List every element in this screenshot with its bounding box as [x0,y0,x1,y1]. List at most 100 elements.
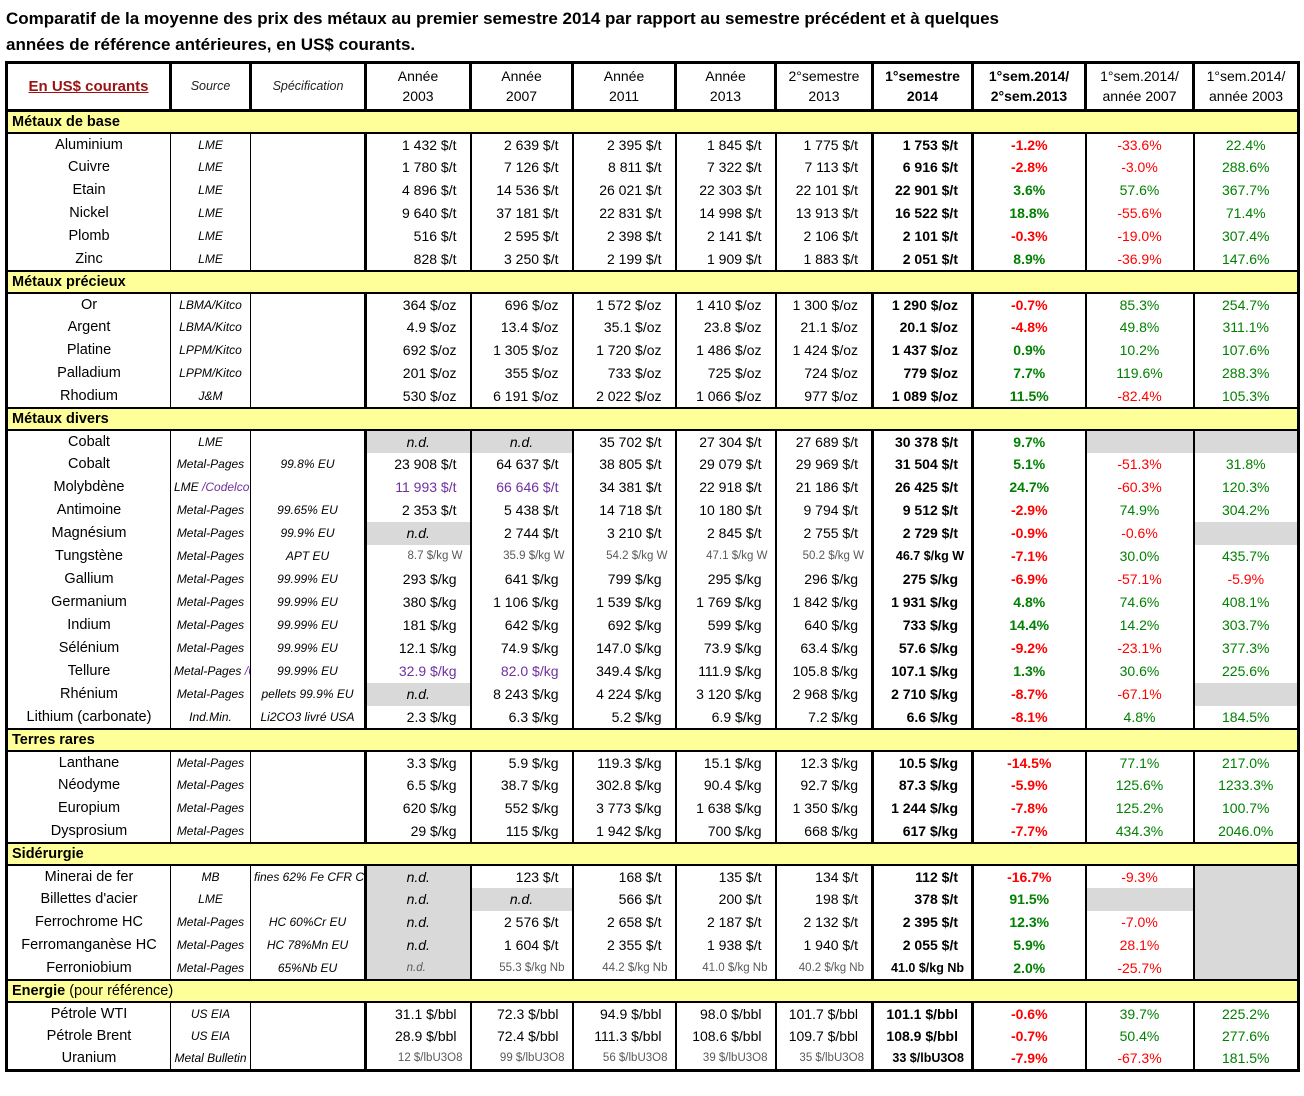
table-cell: 168 $/t [572,864,677,888]
table-cell: n.d. [365,910,472,934]
table-cell: Metal-Pages [170,819,251,843]
title-line-2: années de référence antérieures, en US$ … [6,34,416,54]
table-cell: 9 794 $/t [775,498,874,522]
table-cell [250,224,367,248]
table-cell: 1 883 $/t [775,247,874,271]
table-cell: 2 199 $/t [572,247,677,271]
table-cell: Zinc [6,247,171,271]
table-cell: Metal-Pages [170,910,251,934]
table-row: Antimoine Metal-Pages 99.65% EU 2 353 $/t 5 … [6,498,1299,522]
table-cell: Magnésium [6,521,171,545]
table-cell: 12.3 $/kg [775,750,874,774]
table-row: Lithium (carbonate) Ind.Min. Li2CO3 livré … [6,705,1299,729]
table-cell: 12.1 $/kg [365,636,472,660]
table-row: Or LBMA/Kitco 364 $/oz 696 $/oz 1 572 $/oz 1 … [6,292,1299,316]
table-cell: 2 022 $/oz [572,384,677,408]
table-cell: 2 398 $/t [572,224,677,248]
table-cell [1193,956,1299,980]
table-cell: 1 931 $/kg [872,590,974,614]
table-cell: 307.4% [1222,228,1270,244]
table-cell: Pétrole WTI [6,1001,171,1025]
table-cell: -5.9% [1227,571,1265,587]
table-row: Aluminium LME 1 432 $/t 2 639 $/t 2 395 $/t 1… [6,132,1299,156]
table-cell: 13.4 $/oz [470,315,574,339]
table-cell: 668 $/kg [775,819,874,843]
table-row: Néodyme Metal-Pages 6.5 $/kg 38.7 $/kg 302.8… [6,773,1299,797]
column-header-s1-2014: 1°semestre 2014 [871,61,974,112]
table-cell: 1 432 $/t [365,132,472,156]
table-cell: 14.2% [1085,613,1195,637]
table-cell: 120.3% [1222,479,1270,495]
table-cell: LBMA/Kitco [170,292,251,316]
table-cell: 733 $/kg [872,613,974,637]
table-cell: Platine [6,338,171,362]
table-cell: -33.6% [1085,132,1195,156]
table-cell: 6.9 $/kg [675,705,777,729]
table-cell: 1 410 $/oz [675,292,777,316]
table-cell: 22 101 $/t [775,178,874,202]
table-row: Cobalt Metal-Pages 99.8% EU 23 908 $/t 64 63… [6,452,1299,476]
table-cell: -0.7% [972,1024,1087,1048]
table-cell [250,1024,367,1048]
table-cell [250,361,367,385]
table-cell: 107.6% [1222,342,1270,358]
column-header-specification: Spécification [249,61,367,112]
table-cell: -60.3% [1085,475,1195,499]
table-cell [250,201,367,225]
table-cell: 2 729 $/t [872,521,974,545]
table-cell: 530 $/oz [365,384,472,408]
table-cell: 7 126 $/t [470,155,574,179]
table-cell: 1 720 $/oz [572,338,677,362]
table-cell: 1 350 $/kg [775,796,874,820]
table-cell: 181.5% [1222,1050,1270,1067]
section-label: Terres rares [6,727,1299,752]
table-cell: 225.6% [1222,663,1270,679]
table-row: Pétrole WTI US EIA 31.1 $/bbl 72.3 $/bbl 94.… [6,1001,1299,1025]
table-cell: 8.9% [972,247,1087,271]
table-cell: -9.3% [1085,864,1195,888]
table-cell: 6.3 $/kg [470,705,574,729]
table-cell: HC 60%Cr EU [250,910,367,934]
table-cell: 57.6 $/kg [872,636,974,660]
table-cell [250,178,367,202]
table-cell: 22.4% [1225,136,1266,153]
table-row: Platine LPPM/Kitco 692 $/oz 1 305 $/oz 1 720… [6,338,1299,362]
table-cell: 32.9 $/kg [365,659,472,683]
table-cell: 2 968 $/kg [775,682,874,706]
table-cell: Néodyme [6,773,171,797]
table-cell: 8.7 $/kg W [365,544,472,568]
table-cell: 29 969 $/t [775,452,874,476]
table-cell: 198 $/t [775,887,874,911]
page-title: Comparatif de la moyenne des prix des mé… [0,0,1304,61]
table-row: Nickel LME 9 640 $/t 37 181 $/t 22 831 $/t 14… [6,201,1299,225]
table-cell: 380 $/kg [365,590,472,614]
table-cell: 24.7% [972,475,1087,499]
table-cell: 640 $/kg [775,613,874,637]
table-cell: LME /Codelco [170,475,251,499]
table-cell: 12.3% [972,910,1087,934]
table-cell: 799 $/kg [572,567,677,591]
table-cell [1193,429,1299,453]
table-cell: 828 $/t [365,247,472,271]
table-cell: -55.6% [1085,201,1195,225]
table-cell: -51.3% [1085,452,1195,476]
table-cell: n.d. [365,682,472,706]
table-cell: 134 $/t [775,864,874,888]
table-cell: 0.9% [972,338,1087,362]
table-cell [1193,864,1299,888]
table-cell: Europium [6,796,171,820]
table-cell: 6 191 $/oz [470,384,574,408]
table-cell: -57.1% [1085,567,1195,591]
table-cell: 435.7% [1222,548,1270,564]
table-cell: 55.3 $/kg Nb [470,956,574,980]
table-cell: 66 646 $/t [470,475,574,499]
table-cell: 2 355 $/t [572,933,677,957]
table-cell: 724 $/oz [775,361,874,385]
table-cell: 311.1% [1222,319,1269,335]
column-header-currency: En US$ courants [5,61,172,112]
table-cell: 2 101 $/t [872,224,974,248]
table-cell: 94.9 $/bbl [572,1001,677,1025]
table-cell: -6.9% [972,567,1087,591]
table-cell: 184.5% [1222,708,1270,725]
